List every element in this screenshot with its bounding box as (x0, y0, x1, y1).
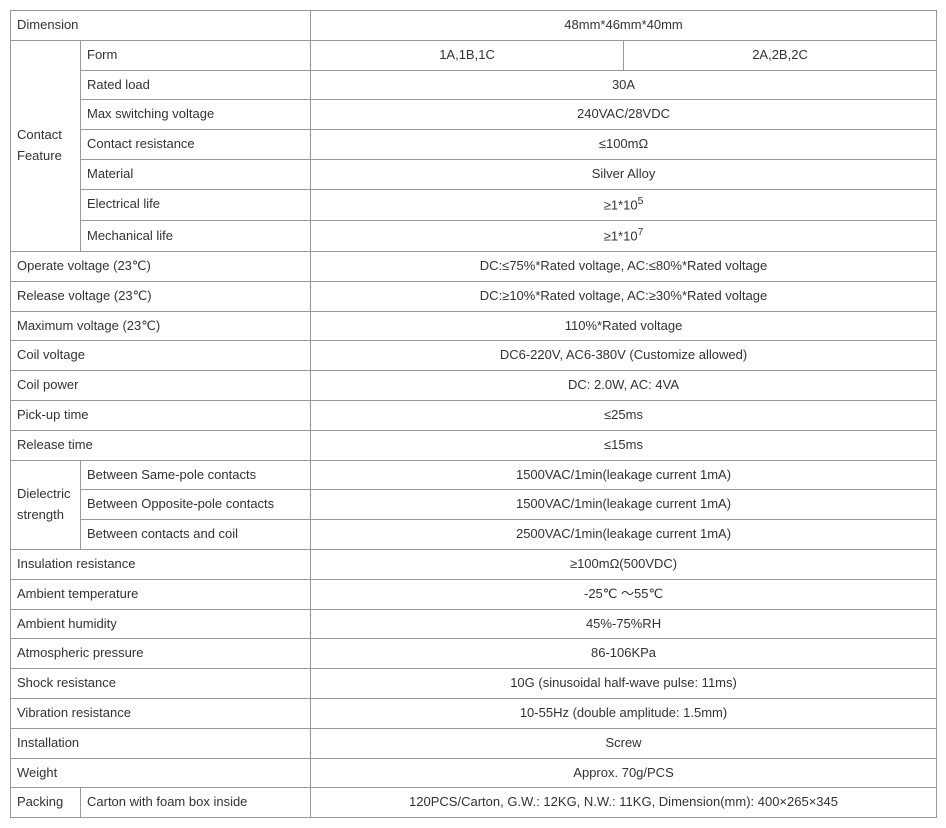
dimension-label: Dimension (11, 11, 311, 41)
mech-life-value: ≥1*107 (311, 220, 937, 251)
shock-label: Shock resistance (11, 669, 311, 699)
pickup-label: Pick-up time (11, 401, 311, 431)
same-pole-value: 1500VAC/1min(leakage current 1mA) (311, 460, 937, 490)
packing-value: 120PCS/Carton, G.W.: 12KG, N.W.: 11KG, D… (311, 788, 937, 818)
weight-label: Weight (11, 758, 311, 788)
form-label: Form (81, 40, 311, 70)
insulation-value: ≥100mΩ(500VDC) (311, 550, 937, 580)
max-sw-v-value: 240VAC/28VDC (311, 100, 937, 130)
amb-temp-value: -25℃ ～55℃ (311, 579, 937, 609)
amb-hum-label: Ambient humidity (11, 609, 311, 639)
coil-contacts-value: 2500VAC/1min(leakage current 1mA) (311, 520, 937, 550)
atm-press-label: Atmospheric pressure (11, 639, 311, 669)
dimension-value: 48mm*46mm*40mm (311, 11, 937, 41)
mech-life-label: Mechanical life (81, 220, 311, 251)
coil-p-value: DC: 2.0W, AC: 4VA (311, 371, 937, 401)
release-t-value: ≤15ms (311, 430, 937, 460)
material-value: Silver Alloy (311, 159, 937, 189)
spec-table: Dimension 48mm*46mm*40mm Contact Feature… (10, 10, 937, 818)
packing-sub-label: Carton with foam box inside (81, 788, 311, 818)
vibration-value: 10-55Hz (double amplitude: 1.5mm) (311, 698, 937, 728)
form-value-1: 1A,1B,1C (311, 40, 624, 70)
operate-v-label: Operate voltage (23℃) (11, 252, 311, 282)
max-sw-v-label: Max switching voltage (81, 100, 311, 130)
max-v-value: 110%*Rated voltage (311, 311, 937, 341)
coil-p-label: Coil power (11, 371, 311, 401)
elec-life-label: Electrical life (81, 189, 311, 220)
dielectric-label: Dielectric strength (11, 460, 81, 549)
amb-hum-value: 45%-75%RH (311, 609, 937, 639)
opp-pole-label: Between Opposite-pole contacts (81, 490, 311, 520)
coil-v-value: DC6-220V, AC6-380V (Customize allowed) (311, 341, 937, 371)
coil-contacts-label: Between contacts and coil (81, 520, 311, 550)
max-v-label: Maximum voltage (23℃) (11, 311, 311, 341)
same-pole-label: Between Same-pole contacts (81, 460, 311, 490)
amb-temp-label: Ambient temperature (11, 579, 311, 609)
release-v-label: Release voltage (23℃) (11, 281, 311, 311)
vibration-label: Vibration resistance (11, 698, 311, 728)
rated-load-value: 30A (311, 70, 937, 100)
contact-feature-label: Contact Feature (11, 40, 81, 251)
pickup-value: ≤25ms (311, 401, 937, 431)
shock-value: 10G (sinusoidal half-wave pulse: 11ms) (311, 669, 937, 699)
install-label: Installation (11, 728, 311, 758)
packing-label: Packing (11, 788, 81, 818)
elec-life-value: ≥1*105 (311, 189, 937, 220)
insulation-label: Insulation resistance (11, 550, 311, 580)
operate-v-value: DC:≤75%*Rated voltage, AC:≤80%*Rated vol… (311, 252, 937, 282)
weight-value: Approx. 70g/PCS (311, 758, 937, 788)
rated-load-label: Rated load (81, 70, 311, 100)
contact-res-label: Contact resistance (81, 130, 311, 160)
material-label: Material (81, 159, 311, 189)
atm-press-value: 86-106KPa (311, 639, 937, 669)
form-value-2: 2A,2B,2C (624, 40, 937, 70)
release-v-value: DC:≥10%*Rated voltage, AC:≥30%*Rated vol… (311, 281, 937, 311)
opp-pole-value: 1500VAC/1min(leakage current 1mA) (311, 490, 937, 520)
contact-res-value: ≤100mΩ (311, 130, 937, 160)
coil-v-label: Coil voltage (11, 341, 311, 371)
release-t-label: Release time (11, 430, 311, 460)
install-value: Screw (311, 728, 937, 758)
